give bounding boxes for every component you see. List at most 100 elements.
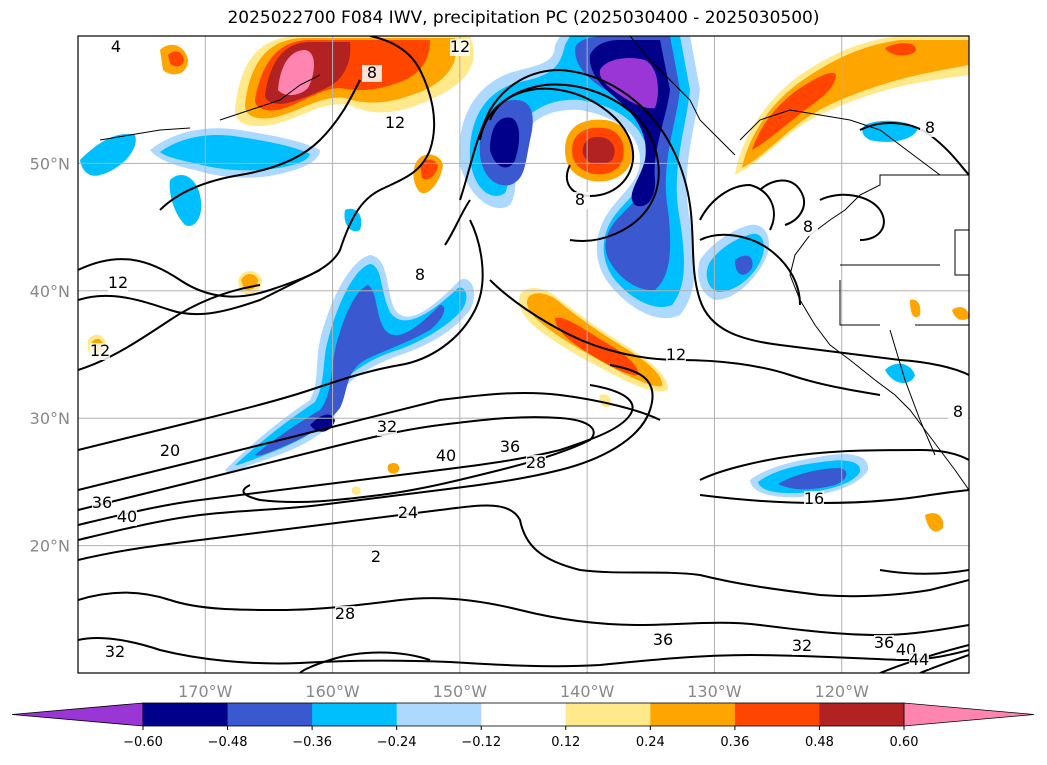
colorbar-tick-label: −0.48 [208, 735, 248, 750]
contour-label: 32 [377, 417, 397, 436]
contour-label: 36 [500, 437, 520, 456]
contour-label-bg [106, 39, 126, 56]
contour-label-bg [653, 632, 673, 649]
contour-label: 36 [653, 630, 673, 649]
shade-neg [169, 175, 202, 226]
contour-label-bg [666, 347, 686, 364]
shade-pos [599, 394, 612, 408]
contour-label: 40 [436, 446, 456, 465]
colorbar-tick-label: −0.12 [461, 735, 501, 750]
contour-label: 12 [450, 37, 470, 56]
map-frame [77, 35, 970, 674]
colorbar-tick-label: −0.60 [123, 735, 163, 750]
colorbar: −0.60 −0.48 −0.36 −0.24 −0.12 0.12 0.24 0.36 0.4… [11, 702, 1035, 750]
contour-label: 36 [874, 633, 894, 652]
contour-label-bg [436, 448, 456, 465]
colorbar-segment [650, 703, 736, 726]
contour-label-bg [105, 644, 125, 661]
lat-tick-label: 20°N [30, 537, 70, 556]
colorbar-segment [396, 703, 482, 726]
shade-neg [490, 117, 520, 168]
colorbar-tick-label: −0.24 [377, 735, 417, 750]
contour-label-bg [377, 419, 397, 436]
contour-label: 16 [804, 489, 824, 508]
contour-label: 8 [803, 217, 813, 236]
shade-pos [582, 136, 615, 165]
contour-label-bg [117, 509, 137, 526]
shading-layer [80, 36, 969, 532]
lon-tick-label: 160°W [305, 682, 360, 701]
contour-label-bg [92, 495, 112, 512]
contour-label: 32 [105, 642, 125, 661]
contour-label: 12 [90, 341, 110, 360]
colorbar-tick-label: 0.12 [551, 735, 580, 750]
colorbar-tick-label: 0.48 [805, 735, 834, 750]
contour-label: 24 [398, 503, 418, 522]
contour-label-bg [570, 192, 590, 209]
colorbar-segment [481, 703, 567, 726]
shade-neg [160, 134, 310, 171]
contour-label: 28 [526, 453, 546, 472]
lat-tick-label: 30°N [30, 409, 70, 428]
contour-label-bg [362, 65, 382, 82]
contour-label-bg [874, 635, 894, 652]
contour-label: 12 [385, 113, 405, 132]
lon-tick-label: 150°W [433, 682, 488, 701]
lon-tick-label: 130°W [687, 682, 742, 701]
contour-label-bg [450, 39, 470, 56]
contour-label: 4 [111, 37, 121, 56]
contour-label-bg [500, 439, 520, 456]
shade-pos [925, 513, 944, 532]
contour-label: 44 [909, 650, 929, 669]
lon-tick-label: 170°W [178, 682, 233, 701]
contour-label: 20 [160, 441, 180, 460]
contour-label-bg [335, 606, 355, 623]
lat-tick-label: 40°N [30, 282, 70, 301]
shade-pos [351, 486, 361, 495]
lon-tick-label: 120°W [815, 682, 870, 701]
colorbar-segment [312, 703, 398, 726]
contour-label-bg [398, 505, 418, 522]
colorbar-extend-low [11, 702, 144, 727]
lon-tick-labels: 170°W 160°W 150°W 140°W 130°W 120°W [178, 682, 869, 701]
contour-label-bg [526, 455, 546, 472]
colorbar-segment [819, 703, 905, 726]
contour-label: 36 [92, 493, 112, 512]
contour-label: 8 [367, 63, 377, 82]
contour-label: 32 [792, 636, 812, 655]
chart-title: 2025022700 F084 IWV, precipitation PC (2… [227, 8, 820, 28]
shade-neg [735, 255, 753, 275]
contour-labels: 4 12 8 12 8 8 12 8 12 12 32 20 36 40 36 28 40 24 2 16 28 36 32… [90, 37, 968, 669]
gridlines [78, 36, 969, 673]
colorbar-tick-label: −0.36 [292, 735, 332, 750]
colorbar-tick-label: 0.60 [890, 735, 919, 750]
lon-tick-label: 140°W [560, 682, 615, 701]
contour-label-bg [385, 115, 405, 132]
shade-pos [168, 51, 184, 67]
shade-neg [778, 468, 847, 490]
coastline [99, 36, 969, 491]
shade-pos [910, 299, 921, 318]
contour-label-bg [90, 343, 110, 360]
lat-tick-label: 50°N [30, 154, 70, 173]
contour-label-bg [366, 549, 386, 566]
iwv-contours [78, 36, 969, 673]
shade-pos [420, 159, 438, 180]
contour-label-bg [792, 638, 812, 655]
shade-neg [599, 58, 658, 109]
contour-label: 28 [335, 604, 355, 623]
contour-label: 12 [666, 345, 686, 364]
colorbar-frame [142, 702, 905, 727]
contour-label: 8 [575, 190, 585, 209]
shade-pos [885, 43, 916, 56]
colorbar-segment [565, 703, 651, 726]
colorbar-tick-label: 0.36 [720, 735, 749, 750]
colorbar-segment [143, 703, 229, 726]
shade-neg [862, 120, 918, 142]
contour-label-bg [804, 491, 824, 508]
contour-label-bg [948, 404, 968, 421]
shade-pos [742, 40, 969, 168]
contour-label: 8 [953, 402, 963, 421]
shade-pos [952, 307, 969, 320]
shade-pos [752, 72, 836, 150]
